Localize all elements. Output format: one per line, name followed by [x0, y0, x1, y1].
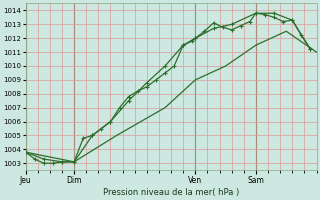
X-axis label: Pression niveau de la mer( hPa ): Pression niveau de la mer( hPa ) — [103, 188, 239, 197]
